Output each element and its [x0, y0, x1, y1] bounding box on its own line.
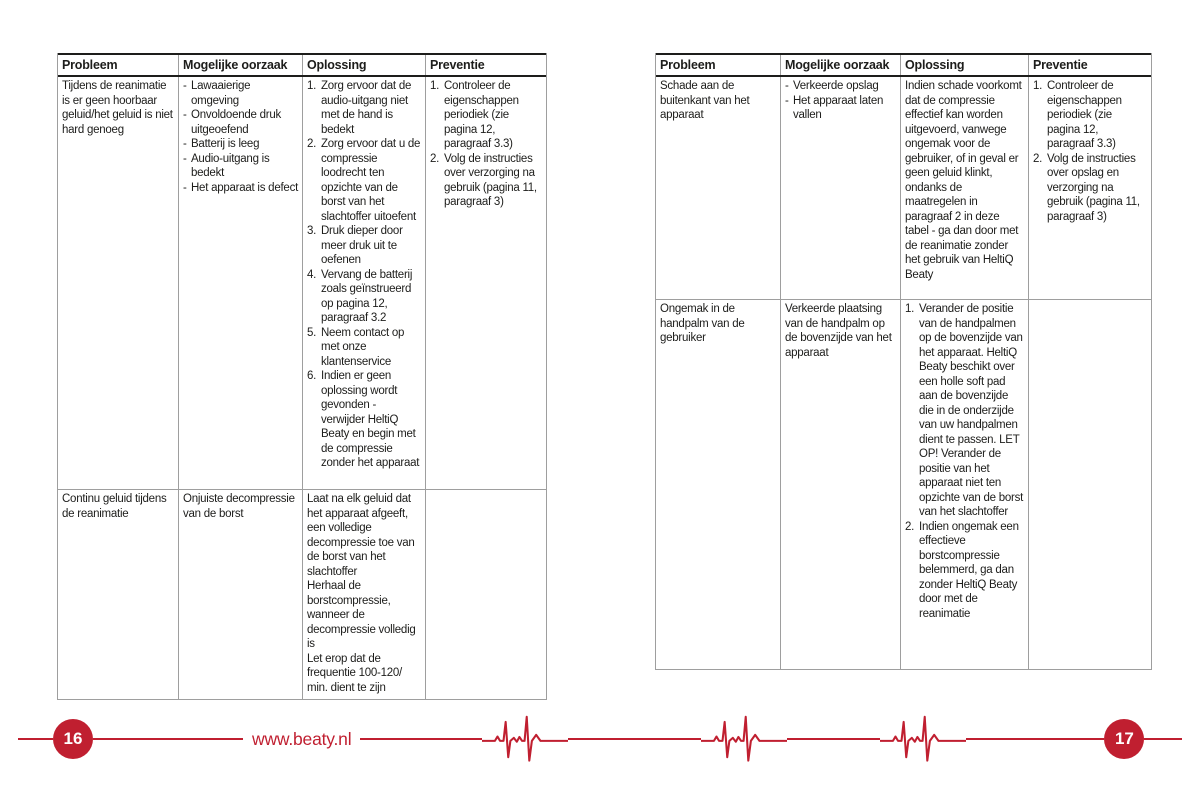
list-marker: -: [183, 80, 187, 92]
list-marker: 1.: [307, 80, 317, 92]
column-header: Preventie: [1033, 58, 1088, 72]
preventie-cell: [426, 490, 546, 699]
page-17: Probleem Mogelijke oorzaak Oplossing Preven…: [655, 53, 1152, 670]
table-row: Continu geluid tijdens de reanimatie Onju…: [58, 490, 546, 699]
footer-line-segment: [568, 738, 702, 740]
column-header: Probleem: [656, 55, 781, 75]
list-item: Indien schade voorkomt dat de compressie…: [905, 80, 1022, 281]
list-item: Herhaal de borstcompressie, wanneer de d…: [307, 580, 416, 650]
list-marker: 3.: [307, 225, 317, 237]
list-marker: -: [183, 152, 187, 165]
list-item: - Verkeerde opslag: [785, 80, 879, 92]
table-row: Tijdens de reanimatie is er geen hoorbaa…: [58, 77, 546, 490]
troubleshooting-table-left: Probleem Mogelijke oorzaak Oplossing Preven…: [57, 53, 547, 700]
list-item: Let erop dat de frequentie 100-120/ min.…: [307, 652, 402, 694]
website-text: www.beaty.nl: [252, 728, 352, 749]
footer-line-segment: [966, 738, 1105, 740]
footer-line-segment: [787, 738, 881, 740]
column-header: Probleem: [58, 55, 179, 75]
list-marker: -: [183, 181, 187, 194]
list-marker: 6.: [307, 370, 317, 382]
troubleshooting-table-right: Probleem Mogelijke oorzaak Oplossing Preven…: [655, 53, 1152, 670]
ecg-waveform-icon: [880, 712, 966, 768]
list-item: 2. Indien ongemak een effectieve borstcom…: [905, 520, 1019, 620]
list-marker: -: [785, 94, 789, 107]
list-item: 5. Neem contact op met onze klantenservic…: [307, 326, 405, 368]
list-item: 2. Volg de instructies over opslag en ver…: [1033, 152, 1140, 223]
page-number-badge-right: 17: [1104, 719, 1145, 759]
oorzaak-cell: - Verkeerde opslag - Het apparaat laten val…: [781, 77, 901, 299]
probleem-cell: Continu geluid tijdens de reanimatie: [58, 490, 179, 699]
column-header: Preventie: [430, 58, 485, 72]
list-marker: 1.: [1033, 80, 1043, 92]
page-16: Probleem Mogelijke oorzaak Oplossing Preven…: [57, 53, 547, 700]
list-item: 2. Volg de instructies over verzorging na…: [430, 152, 537, 209]
list-item: 1. Verander de positie van de handpalmen …: [905, 303, 1024, 518]
list-item: 1. Controleer de eigenschappen periodiek …: [1033, 80, 1122, 150]
list-marker: 2.: [430, 152, 440, 165]
list-item: 2. Zorg ervoor dat u de compressie loodre…: [307, 138, 421, 223]
probleem-cell: Ongemak in de handpalm van de gebruiker: [656, 300, 781, 669]
footer: 16 www.beaty.nl 17: [18, 719, 1182, 759]
footer-line-segment: [360, 738, 483, 740]
list-item: Tijdens de reanimatie is er geen hoorbaa…: [62, 80, 173, 136]
preventie-cell: [1029, 300, 1151, 669]
list-item: - Lawaaierige omgeving: [183, 80, 251, 107]
list-marker: 5.: [307, 326, 317, 339]
oorzaak-cell: Verkeerde plaatsing van de handpalm op d…: [781, 300, 901, 669]
table-row: Ongemak in de handpalm van de gebruiker V…: [656, 300, 1151, 669]
list-item: - Het apparaat laten vallen: [785, 94, 884, 122]
oplossing-cell: 1. Verander de positie van de handpalmen …: [901, 300, 1029, 669]
probleem-cell: Schade aan de buitenkant van het apparaa…: [656, 77, 781, 299]
list-item: Continu geluid tijdens de reanimatie: [62, 493, 167, 520]
list-marker: -: [183, 138, 187, 150]
list-marker: 2.: [307, 138, 317, 150]
list-item: - Het apparaat is defect: [183, 181, 299, 194]
column-header: Mogelijke oorzaak: [179, 55, 303, 75]
list-marker: 2.: [905, 520, 915, 533]
list-item: Onjuiste decompressie van de borst: [183, 493, 295, 520]
list-marker: 1.: [430, 80, 440, 92]
list-item: Schade aan de buitenkant van het apparaa…: [660, 80, 750, 121]
list-item: - Audio-uitgang is bedekt: [183, 152, 270, 180]
list-item: 1. Controleer de eigenschappen periodiek …: [430, 80, 519, 150]
list-item: Ongemak in de handpalm van de gebruiker: [660, 303, 745, 344]
list-item: - Batterij is leeg: [183, 138, 260, 150]
list-item: 1. Zorg ervoor dat de audio-uitgang niet …: [307, 80, 412, 136]
list-marker: -: [183, 109, 187, 121]
list-marker: 1.: [905, 303, 915, 315]
preventie-cell: 1. Controleer de eigenschappen periodiek …: [426, 77, 546, 489]
list-item: Laat na elk geluid dat het apparaat afge…: [307, 493, 415, 578]
ecg-waveform-icon: [482, 712, 568, 768]
list-marker: 4.: [307, 268, 317, 281]
footer-line-segment: [93, 738, 243, 740]
list-item: Verkeerde plaatsing van de handpalm op d…: [785, 303, 892, 359]
oplossing-cell: Laat na elk geluid dat het apparaat afge…: [303, 490, 426, 699]
oplossing-cell: Indien schade voorkomt dat de compressie…: [901, 77, 1029, 299]
oplossing-cell: 1. Zorg ervoor dat de audio-uitgang niet …: [303, 77, 426, 489]
page-number-badge-left: 16: [53, 719, 93, 759]
table-header-row: Probleem Mogelijke oorzaak Oplossing Preven…: [58, 53, 546, 77]
column-header: Mogelijke oorzaak: [781, 55, 901, 75]
table-header-row: Probleem Mogelijke oorzaak Oplossing Preven…: [656, 53, 1151, 77]
oorzaak-cell: - Lawaaierige omgeving - Onvoldoende druk u…: [179, 77, 303, 489]
footer-line-segment: [18, 738, 53, 740]
list-item: 3. Druk dieper door meer druk uit te oefe…: [307, 225, 403, 266]
preventie-cell: 1. Controleer de eigenschappen periodiek …: [1029, 77, 1151, 299]
column-header: Oplossing: [901, 55, 1029, 75]
ecg-waveform-icon: [701, 712, 787, 768]
column-header: Oplossing: [303, 55, 426, 75]
list-item: 6. Indien er geen oplossing wordt gevonde…: [307, 370, 420, 469]
oorzaak-cell: Onjuiste decompressie van de borst: [179, 490, 303, 699]
list-item: 4. Vervang de batterij zoals geïnstrueerd…: [307, 268, 413, 325]
footer-line-segment: [1144, 738, 1182, 740]
list-item: - Onvoldoende druk uitgeoefend: [183, 109, 281, 136]
list-marker: -: [785, 80, 789, 92]
list-marker: 2.: [1033, 152, 1043, 165]
table-row: Schade aan de buitenkant van het apparaa…: [656, 77, 1151, 300]
probleem-cell: Tijdens de reanimatie is er geen hoorbaa…: [58, 77, 179, 489]
